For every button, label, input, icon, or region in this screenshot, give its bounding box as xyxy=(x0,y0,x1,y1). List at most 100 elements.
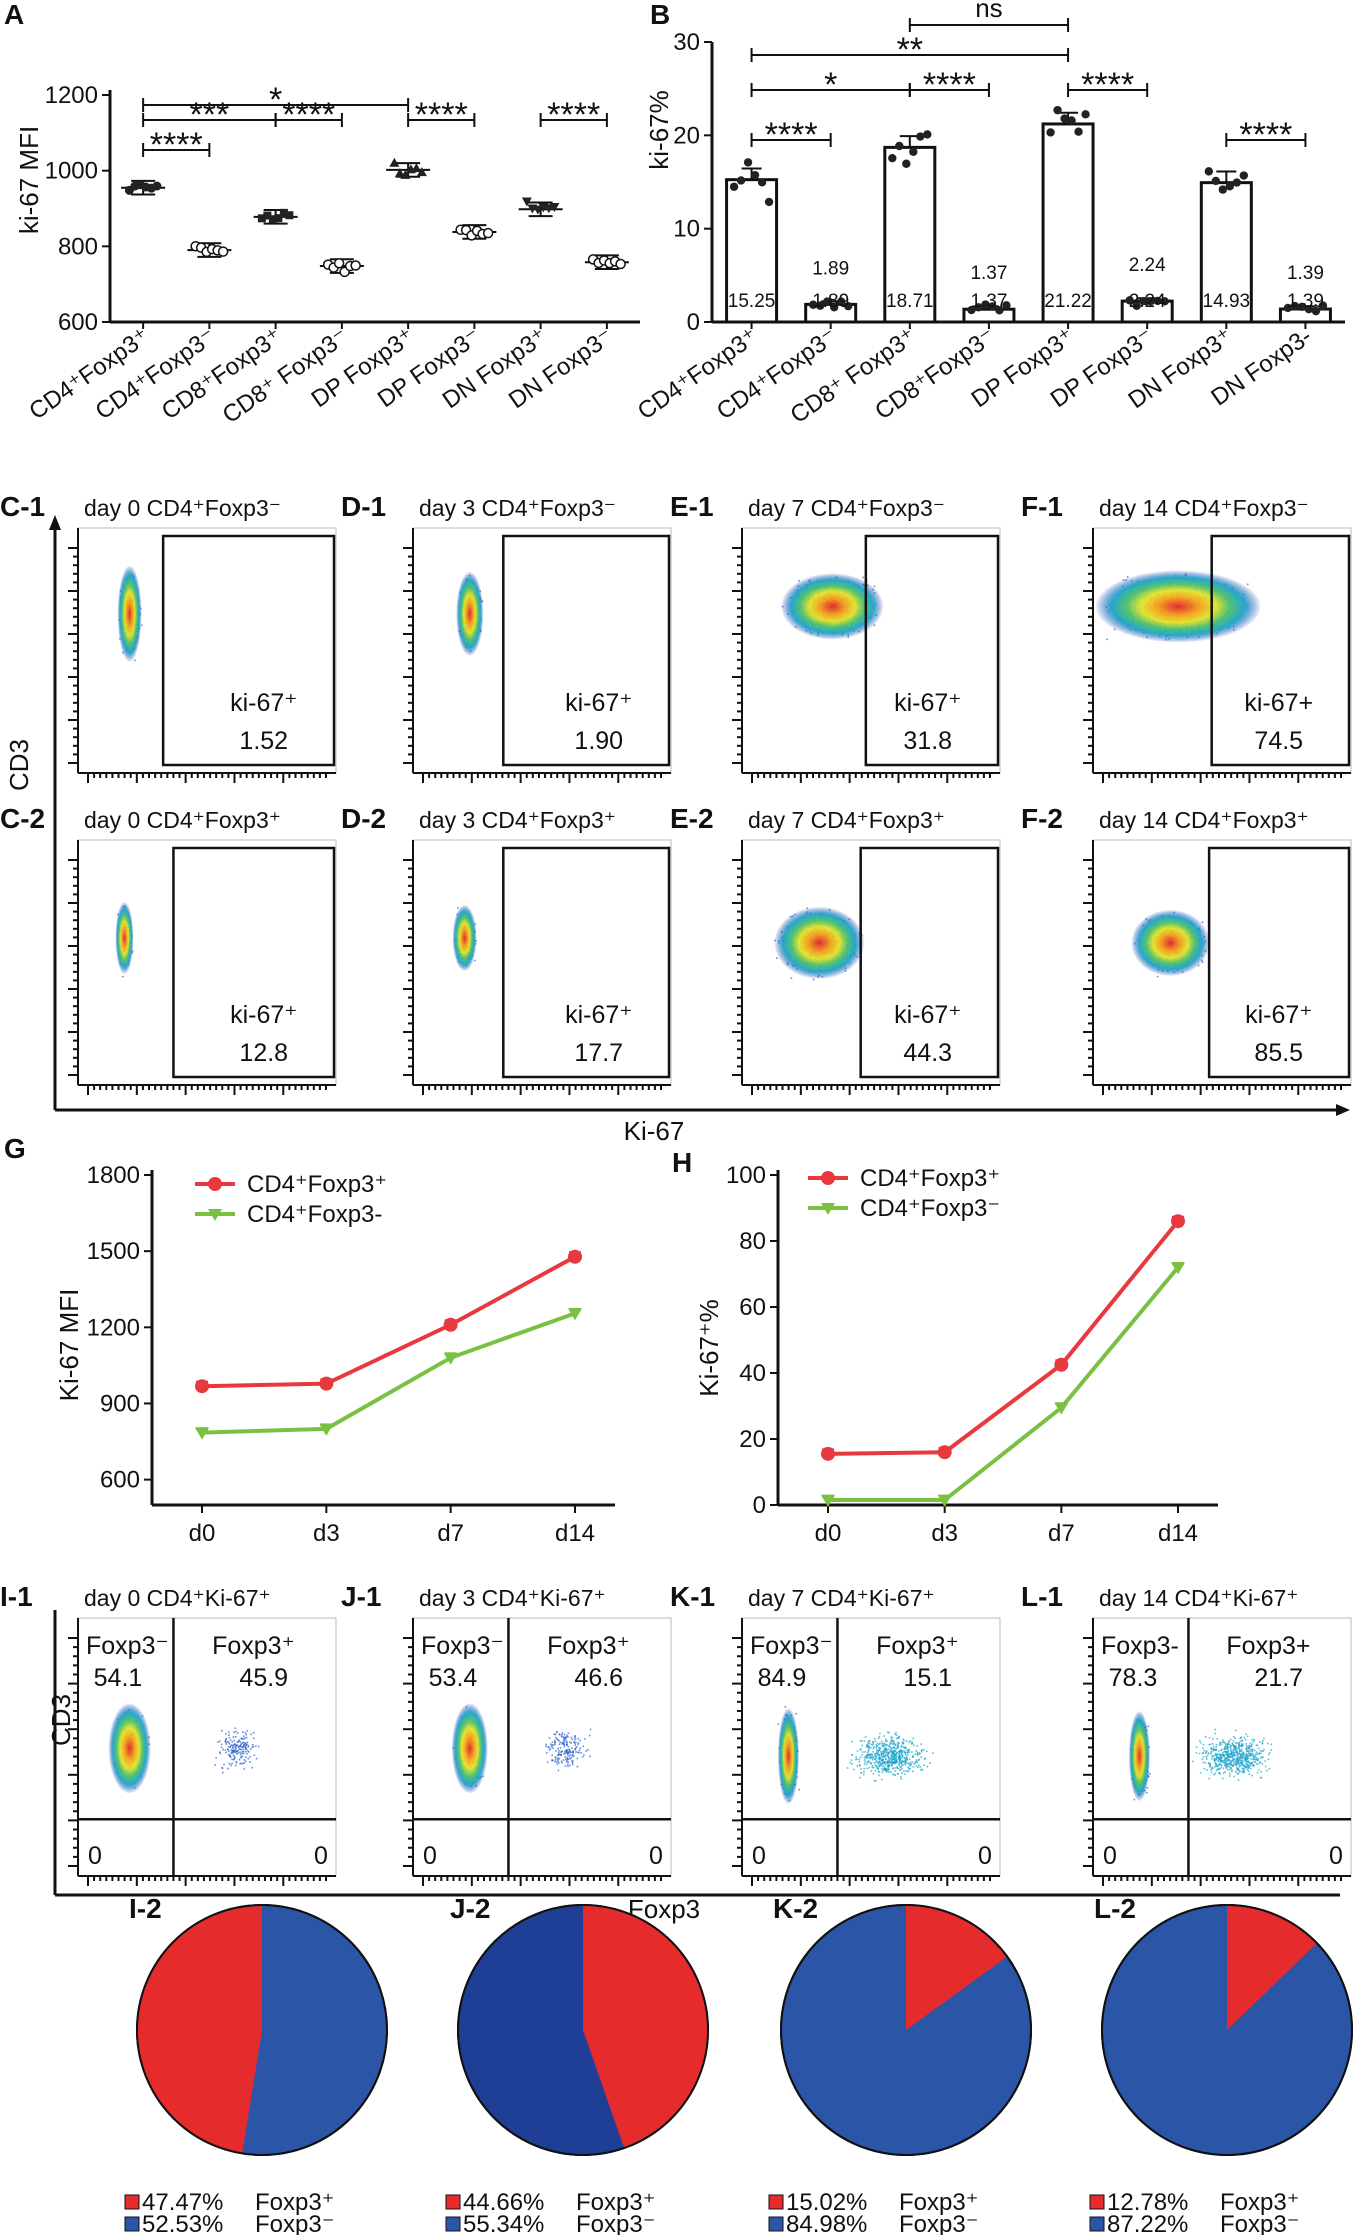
flow-d-1-gate xyxy=(502,534,671,767)
chart-b-ytick-label: 10 xyxy=(673,216,700,243)
chart-b-point xyxy=(1283,303,1293,313)
flow-f-1-density xyxy=(1095,570,1261,643)
chart-b-point xyxy=(743,158,753,167)
chart-b-point xyxy=(822,297,832,306)
chart-b-point xyxy=(729,182,739,191)
panel-label-b: B xyxy=(650,0,670,30)
chart-b-point xyxy=(902,159,911,168)
flow-d-2-title: day 3 CD4⁺Foxp3⁺ xyxy=(419,807,616,833)
chart-a-sig-label: **** xyxy=(547,96,600,134)
chart-a-point xyxy=(482,227,494,239)
chart-b-value-label: 1.89 xyxy=(812,291,849,312)
flow-e-1-gate-value: 31.8 xyxy=(903,727,952,755)
flow-d-1-gate-value: 1.90 xyxy=(574,727,623,755)
chart-b-point xyxy=(1160,297,1169,306)
flow-e-1-gate xyxy=(864,534,1000,767)
panel-label-g: G xyxy=(4,1133,26,1164)
flow-d-2-frame xyxy=(412,839,672,1086)
flow-e-1-event xyxy=(798,580,800,582)
chart-b-value-label: 15.25 xyxy=(728,291,776,312)
chart-a-ytick-label: 800 xyxy=(58,233,98,260)
chart-b-point xyxy=(909,147,918,156)
chart-b-sig-label: **** xyxy=(1239,116,1292,154)
chart-a-point xyxy=(521,197,532,207)
chart-b-sig-label: ** xyxy=(897,31,923,69)
chart-b-point xyxy=(1290,301,1300,311)
chart-a-point xyxy=(389,157,400,167)
flow-d-1-panel-label: D-1 xyxy=(341,491,386,522)
chart-b-value-label-top: 1.37 xyxy=(970,263,1007,284)
flow-d-1-density xyxy=(456,571,484,656)
flow-f-1-frame xyxy=(1092,527,1352,774)
flow-d-2-event xyxy=(457,907,459,909)
chart-b-point xyxy=(843,301,853,311)
chart-a-point xyxy=(217,246,229,257)
flow-e-2-event xyxy=(812,978,815,981)
chart-b-point xyxy=(829,303,839,312)
flow-c-2-gate-value: 12.8 xyxy=(239,1039,288,1067)
flow-e-1-event xyxy=(873,585,876,588)
chart-b-value-label-top: 1.39 xyxy=(1287,263,1324,284)
flow-d-2-panel-label: D-2 xyxy=(341,803,386,834)
chart-b-point xyxy=(1204,167,1214,176)
chart-b-ytick-label: 0 xyxy=(687,309,700,336)
flow-f-1-event xyxy=(1106,638,1108,641)
flow-c-2-gate xyxy=(172,846,336,1079)
chart-a-point xyxy=(263,211,272,220)
flow-d-2-gate-value: 17.7 xyxy=(574,1039,623,1067)
chart-b-ytick-label: 30 xyxy=(673,29,700,56)
chart-b-point xyxy=(967,305,976,315)
chart-b-value-label: 21.22 xyxy=(1044,291,1092,312)
flow-e-1-event xyxy=(862,576,864,579)
flow-d-2-event xyxy=(473,959,476,962)
chart-b-sig-label: **** xyxy=(1081,66,1134,104)
flow-ki67-plots: C-1 day 0 CD4⁺Foxp3⁻ ki-67⁺ 1.52 D-1 day 3 CD… xyxy=(0,491,1352,1116)
flow-c-1-gate-label: ki-67⁺ xyxy=(230,689,297,717)
chart-a-point xyxy=(257,214,266,223)
flow-e-1-title: day 7 CD4⁺Foxp3⁻ xyxy=(748,495,945,521)
chart-b-point xyxy=(1125,296,1134,305)
flow-e-2-title: day 7 CD4⁺Foxp3⁺ xyxy=(748,807,945,833)
chart-b-point xyxy=(1239,171,1249,180)
chart-b-ylabel: ki-67% xyxy=(644,90,674,169)
flow-e-2-event xyxy=(790,977,793,979)
chart-b-point xyxy=(1002,301,1011,310)
chart-b-sig-label: **** xyxy=(923,66,976,104)
flow-c-1-panel-label: C-1 xyxy=(0,491,45,522)
flow-d-2-gate xyxy=(502,846,671,1079)
chart-b-point xyxy=(916,132,925,141)
flow-e-2-frame xyxy=(741,839,1001,1086)
chart-b-point xyxy=(995,306,1004,315)
chart-a-point xyxy=(549,202,560,212)
chart-b-value-label: 14.93 xyxy=(1203,291,1251,312)
chart-b-point xyxy=(815,301,825,310)
flow-c-2-event xyxy=(122,975,124,978)
chart-b-point xyxy=(895,141,904,151)
flow-f-1-event xyxy=(1126,576,1129,578)
chart-a-ylabel: ki-67 MFI xyxy=(14,126,44,234)
flow-d-1-gate-label: ki-67⁺ xyxy=(565,689,632,717)
chart-b-point xyxy=(1146,297,1155,306)
flow-c-1-event xyxy=(140,624,143,627)
chart-b-value-label-top: 2.24 xyxy=(1129,255,1166,276)
chart-b-point xyxy=(1139,296,1148,306)
chart-b-point xyxy=(1153,296,1162,306)
chart-b: ki-67% 010203015.25CD4⁺Foxp3⁺1.891.89CD4… xyxy=(633,0,1345,429)
chart-a: ki-67 MFI 60080010001200CD4⁺Foxp3⁺CD4⁺Fo… xyxy=(14,81,640,429)
chart-b-point xyxy=(1211,176,1221,186)
chart-b-ytick-label: 20 xyxy=(673,122,700,149)
flow-f-1-title: day 14 CD4⁺Foxp3⁻ xyxy=(1099,495,1309,521)
flow-c-2-title: day 0 CD4⁺Foxp3⁺ xyxy=(84,807,281,833)
chart-a-point xyxy=(285,211,294,220)
chart-b-point xyxy=(1297,302,1307,312)
chart-b-point xyxy=(736,176,746,185)
chart-a-ytick-label: 1200 xyxy=(45,82,98,109)
chart-b-point xyxy=(1304,304,1314,314)
chart-b-point xyxy=(1060,114,1069,123)
flow-c-2-gate-label: ki-67⁺ xyxy=(230,1001,297,1029)
chart-a-sig-label: **** xyxy=(282,96,335,134)
chart-b-point xyxy=(1081,110,1090,119)
chart-b-point xyxy=(923,130,932,139)
flow-e-1-frame xyxy=(741,527,1001,774)
chart-b-point xyxy=(1053,105,1062,115)
